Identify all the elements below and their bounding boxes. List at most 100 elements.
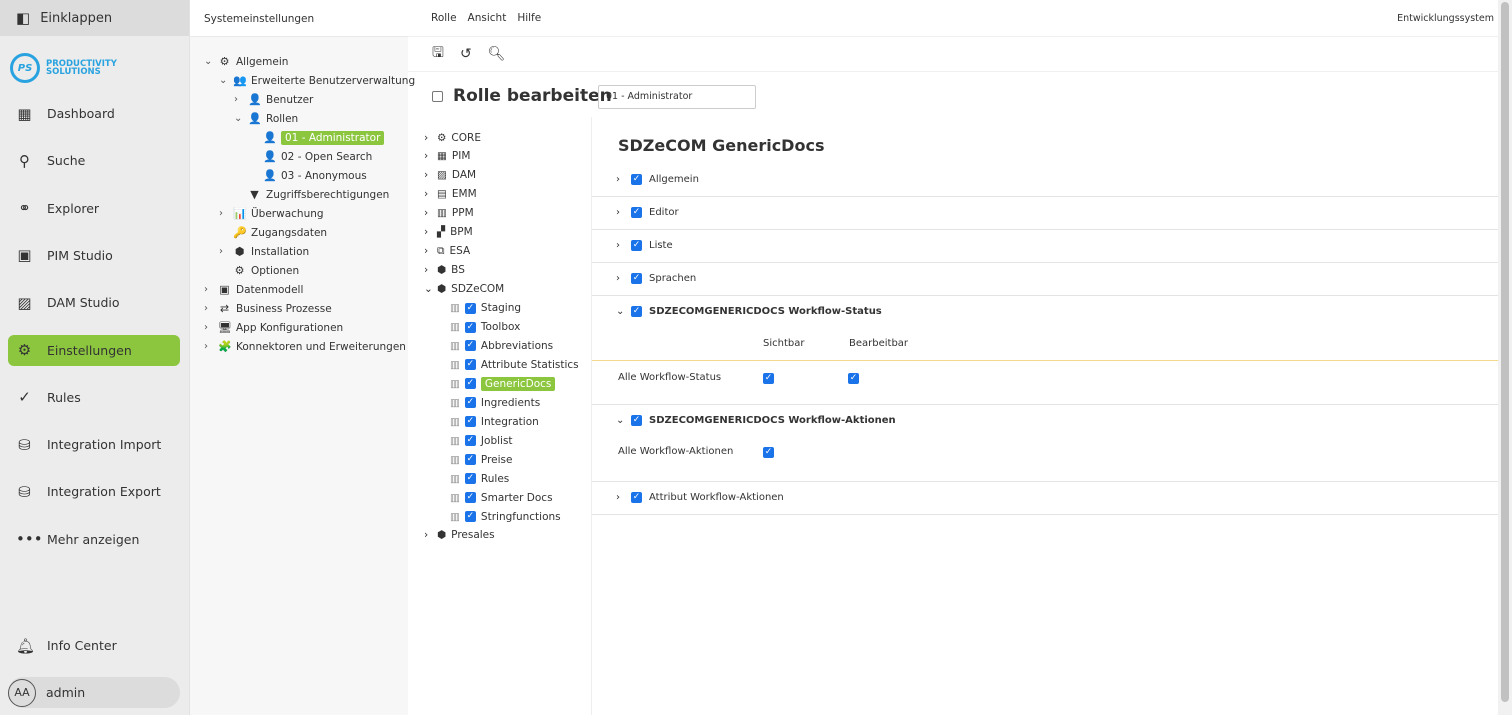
editable-checkbox[interactable]: ✓ [848,373,859,384]
checkbox[interactable]: ✓ [631,207,642,218]
chevron-icon[interactable]: › [424,131,429,144]
chevron-right-icon[interactable]: › [616,273,620,284]
nav-item-dashboard[interactable]: ▦ Dashboard [17,104,115,123]
chevron-down-icon[interactable]: ⌄ [616,306,625,317]
tree-item[interactable]: › ⇄ Business Prozesse [204,302,332,315]
module-item[interactable]: › ▦ PIM [424,150,471,163]
module-item[interactable]: › ⚙ CORE [424,131,481,144]
module-item[interactable]: › ▞ BPM [424,226,473,239]
nav-item-suche[interactable]: ⚲ Suche [8,145,180,176]
visible-checkbox[interactable]: ✓ [763,373,774,384]
chevron-icon[interactable]: › [424,169,429,182]
module-item[interactable]: ▥ ✓ Integration [450,415,539,428]
chevron-icon[interactable]: › [204,284,208,295]
checkbox[interactable]: ✓ [464,378,476,390]
nav-item-dam-studio[interactable]: ▨ DAM Studio [17,293,120,312]
chevron-right-icon[interactable]: › [616,492,620,503]
collapse-button[interactable]: ◧ Einklappen [0,0,189,36]
module-item[interactable]: › ⬢ BS [424,264,465,277]
search-icon[interactable]: 🔍︎ [487,46,506,62]
nav-item-integration-import[interactable]: ⛁ Integration Import [8,429,180,460]
chevron-down-icon[interactable]: ⌄ [616,415,625,426]
chevron-icon[interactable]: › [424,264,429,277]
chevron-icon[interactable]: › [204,341,208,352]
tree-item[interactable]: 👤 03 - Anonymous [263,169,367,182]
checkbox[interactable]: ✓ [464,511,476,522]
module-item[interactable]: ▥ ✓ Ingredients [450,396,541,409]
tree-item[interactable]: 👤 01 - Administrator [249,128,385,147]
module-item[interactable]: ▥ ✓ Staging [450,302,522,315]
chevron-icon[interactable]: ⌄ [204,56,213,67]
nav-item-mehr-anzeigen[interactable]: ••• Mehr anzeigen [16,530,140,549]
menu-hilfe[interactable]: Hilfe [517,12,542,24]
undo-icon[interactable]: ↺ [459,46,472,62]
chevron-icon[interactable]: › [424,245,429,258]
tree-item[interactable]: 👤 02 - Open Search [263,150,373,163]
checkbox[interactable]: ✓ [464,492,476,504]
chevron-icon[interactable]: ⌄ [424,283,433,296]
tree-item[interactable]: › 🧩 Konnektoren und Erweiterungen [204,340,406,353]
checkbox[interactable]: ✓ [464,416,476,428]
checkbox[interactable]: ✓ [631,492,642,503]
info-center-button[interactable]: 🔔︎ Info Center [16,636,117,655]
save-icon[interactable]: 🖫 [432,45,444,61]
visible-checkbox[interactable]: ✓ [763,447,774,458]
checkbox[interactable]: ✓ [631,306,642,317]
checkbox[interactable]: ✓ [631,240,642,251]
tree-item[interactable]: › ▣ Datenmodell [204,283,304,296]
nav-item-integration-export[interactable]: ⛁ Integration Export [8,476,180,507]
menu-rolle[interactable]: Rolle [431,12,457,24]
module-item[interactable]: › ⧉ ESA [424,244,471,258]
chevron-icon[interactable]: › [219,208,223,219]
chevron-icon[interactable]: ⌄ [219,75,228,86]
menu-ansicht[interactable]: Ansicht [467,12,507,24]
select-checkbox[interactable] [432,90,443,102]
module-item[interactable]: › ⬢ Presales [424,529,495,542]
checkbox[interactable]: ✓ [464,302,476,314]
module-item[interactable]: ▥ ✓ Abbreviations [450,339,554,352]
module-item[interactable]: ▥ ✓ Toolbox [450,321,521,333]
chevron-icon[interactable]: › [219,246,223,257]
module-item[interactable]: ▥ ✓ Smarter Docs [450,491,553,504]
tree-item[interactable]: ⚙ Optionen [234,264,300,277]
nav-item-einstellungen[interactable]: ⚙ Einstellungen [8,334,180,366]
tree-item[interactable]: ⌄ 👤 Rollen [234,112,299,125]
module-item[interactable]: ▥ ✓ Rules [450,472,510,485]
chevron-right-icon[interactable]: › [616,240,620,251]
tree-item[interactable]: › ⬢ Installation [219,245,310,258]
module-item[interactable]: › ▤ EMM [424,188,477,201]
role-name-input[interactable]: 01 - Administrator [598,85,756,109]
checkbox[interactable]: ✓ [464,473,476,485]
checkbox[interactable]: ✓ [464,340,476,352]
chevron-icon[interactable]: › [204,322,208,333]
chevron-icon[interactable]: › [424,529,429,542]
checkbox[interactable]: ✓ [464,397,476,409]
user-menu[interactable]: AA admin [8,677,180,708]
module-item[interactable]: ⌄ ⬢ SDZeCOM [424,283,505,296]
chevron-icon[interactable]: › [424,188,429,201]
checkbox[interactable]: ✓ [631,174,642,185]
module-item[interactable]: › ▨ DAM [424,169,477,182]
module-item[interactable]: ▥ ✓ Attribute Statistics [450,358,579,371]
checkbox[interactable]: ✓ [464,435,476,447]
chevron-icon[interactable]: › [424,226,429,239]
tree-item[interactable]: › 🖥 App Konfigurationen [204,321,344,334]
nav-item-rules[interactable]: ✓ Rules [8,382,180,413]
tree-item[interactable]: ▼ Zugriffsberechtigungen [234,185,389,204]
checkbox[interactable]: ✓ [464,359,476,371]
chevron-right-icon[interactable]: › [616,207,620,218]
chevron-icon[interactable]: › [424,150,429,163]
checkbox[interactable]: ✓ [631,415,642,426]
tree-item[interactable]: ⌄ 👥 Erweiterte Benutzerverwaltung [219,74,416,87]
tree-item[interactable]: › 📊 Überwachung [219,207,324,220]
tree-item[interactable]: › 👤 Benutzer [234,93,314,106]
tree-item[interactable]: 🔑 Zugangsdaten [233,226,328,239]
tree-item[interactable]: ⌄ ⚙ Allgemein [204,55,289,68]
chevron-icon[interactable]: ⌄ [234,113,243,124]
chevron-icon[interactable]: › [424,207,429,220]
scrollbar[interactable] [1498,0,1512,715]
module-item[interactable]: ▥ ✓ GenericDocs [450,374,556,393]
checkbox[interactable]: ✓ [631,273,642,284]
chevron-icon[interactable]: › [204,303,208,314]
nav-item-explorer[interactable]: ⚭ Explorer [8,193,180,224]
